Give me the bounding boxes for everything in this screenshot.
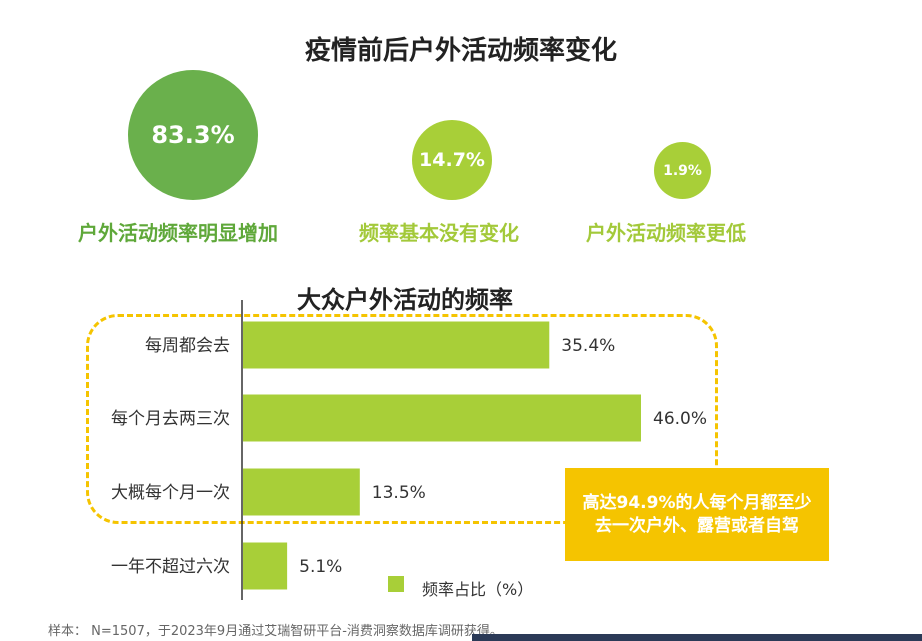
circle-increase-value: 83.3% xyxy=(151,121,235,149)
category-label-2: 大概每个月一次 xyxy=(111,483,230,503)
value-label-0: 35.4% xyxy=(561,336,615,356)
chart-title: 大众户外活动的频率 xyxy=(297,286,513,314)
circle-unchanged: 14.7% xyxy=(412,120,492,200)
category-label-0: 每周都会去 xyxy=(145,336,230,356)
value-label-1: 46.0% xyxy=(653,409,707,429)
circle-lower-label: 户外活动频率更低 xyxy=(586,221,746,245)
top-title: 疫情前后户外活动频率变化 xyxy=(304,36,617,66)
bar-2 xyxy=(243,468,360,516)
highlight-dashed-frame xyxy=(86,314,718,524)
circle-unchanged-label: 频率基本没有变化 xyxy=(359,221,519,245)
legend-label: 频率占比（%） xyxy=(422,580,534,599)
footer-bar xyxy=(472,634,922,641)
category-label-1: 每个月去两三次 xyxy=(111,409,230,429)
value-label-3: 5.1% xyxy=(299,557,342,577)
circle-unchanged-value: 14.7% xyxy=(419,149,485,171)
source-note: 样本： N=1507，于2023年9月通过艾瑞智研平台-消费洞察数据库调研获得。 xyxy=(48,624,503,639)
bar-1 xyxy=(243,394,641,442)
legend-swatch xyxy=(388,576,404,592)
value-label-2: 13.5% xyxy=(372,483,426,503)
circle-lower-value: 1.9% xyxy=(663,162,702,179)
bar-3 xyxy=(243,542,288,590)
callout-box: 高达94.9%的人每个月都至少去一次户外、露营或者自驾 xyxy=(565,468,829,561)
circle-lower: 1.9% xyxy=(654,142,711,199)
category-label-3: 一年不超过六次 xyxy=(111,557,230,577)
bar-0 xyxy=(243,321,550,369)
circle-increase: 83.3% xyxy=(128,70,258,200)
circle-increase-label: 户外活动频率明显增加 xyxy=(78,221,278,245)
